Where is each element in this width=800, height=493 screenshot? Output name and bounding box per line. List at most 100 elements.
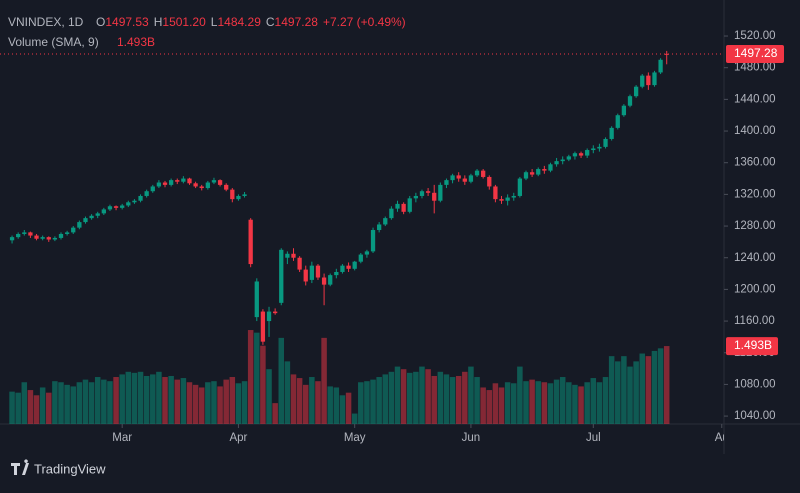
candle-body bbox=[291, 253, 296, 258]
volume-bar bbox=[192, 384, 199, 424]
volume-bar bbox=[266, 369, 272, 424]
candle-body bbox=[542, 169, 547, 171]
candle-body bbox=[438, 184, 443, 201]
candle-body bbox=[64, 232, 70, 234]
candle-body bbox=[523, 172, 529, 179]
volume-bar bbox=[633, 361, 639, 424]
volume-bar bbox=[566, 382, 572, 424]
volume-bar bbox=[174, 379, 181, 424]
volume-bar bbox=[321, 337, 327, 424]
candle-layer bbox=[9, 50, 669, 345]
volume-bar bbox=[345, 392, 352, 424]
volume-bar bbox=[235, 383, 242, 424]
volume-bar bbox=[9, 391, 15, 424]
candle-body bbox=[529, 172, 535, 175]
volume-bar bbox=[125, 371, 132, 424]
volume-bar bbox=[46, 392, 52, 424]
candle-body bbox=[181, 178, 186, 182]
candle-body bbox=[138, 195, 143, 201]
volume-value: 1.493B bbox=[117, 35, 155, 49]
y-tick-label: 1400.00 bbox=[734, 125, 776, 137]
volume-bar bbox=[254, 332, 260, 424]
y-tick-label: 1280.00 bbox=[734, 220, 776, 232]
candle-body bbox=[358, 254, 363, 262]
candle-body bbox=[187, 178, 192, 184]
volume-bar bbox=[651, 350, 658, 424]
volume-tag-label: 1.493B bbox=[734, 338, 772, 352]
brand: TradingView bbox=[34, 461, 106, 476]
candle-body bbox=[199, 186, 204, 189]
candle-body bbox=[517, 178, 523, 196]
volume-bar bbox=[21, 382, 28, 424]
volume-bar bbox=[559, 377, 566, 424]
volume-bar bbox=[278, 337, 285, 424]
volume-bar bbox=[223, 379, 229, 424]
volume-bar bbox=[351, 413, 358, 424]
candle-body bbox=[627, 96, 633, 106]
volume-bar bbox=[639, 353, 645, 424]
candle-body bbox=[432, 192, 437, 201]
candle-body bbox=[273, 311, 278, 314]
volume-title: Volume (SMA, 9) bbox=[8, 35, 99, 49]
candle-body bbox=[101, 209, 106, 214]
candle-body bbox=[401, 203, 406, 212]
volume-bar bbox=[553, 379, 560, 424]
symbol: VNINDEX, 1D bbox=[8, 15, 84, 29]
candle-body bbox=[34, 235, 39, 239]
ohlc-letter: C bbox=[266, 15, 275, 29]
candle-body bbox=[328, 275, 333, 285]
volume-bar bbox=[621, 356, 627, 424]
volume-bar bbox=[517, 366, 523, 424]
volume-bar bbox=[333, 387, 340, 424]
volume-bar bbox=[39, 387, 46, 424]
x-tick-label: Jul bbox=[586, 432, 601, 444]
candle-body bbox=[462, 178, 467, 182]
candle-body bbox=[499, 199, 504, 201]
volume-bar bbox=[137, 371, 144, 424]
volume-bar bbox=[480, 387, 486, 424]
ohlc-letter: H bbox=[154, 15, 163, 29]
candle-body bbox=[217, 180, 223, 185]
volume-bar bbox=[70, 386, 76, 424]
candle-body bbox=[474, 170, 480, 176]
volume-bar bbox=[535, 381, 541, 424]
candle-body bbox=[603, 138, 608, 147]
volume-bar bbox=[498, 387, 505, 424]
volume-layer bbox=[9, 330, 670, 424]
volume-bar bbox=[198, 387, 205, 424]
candle-body bbox=[46, 237, 51, 240]
candle-body bbox=[248, 219, 253, 265]
volume-bar bbox=[431, 375, 437, 424]
candle-body bbox=[425, 191, 431, 193]
volume-bar bbox=[113, 377, 119, 424]
volume-bar bbox=[241, 381, 248, 424]
volume-bar bbox=[590, 378, 597, 424]
volume-bar bbox=[131, 372, 138, 424]
volume-bar bbox=[419, 366, 425, 424]
volume-bar bbox=[315, 381, 321, 424]
volume-bar bbox=[400, 369, 407, 424]
candle-body bbox=[493, 186, 498, 200]
volume-bar bbox=[119, 374, 125, 424]
candle-body bbox=[150, 186, 155, 192]
volume-bar bbox=[168, 375, 174, 424]
candle-body bbox=[193, 183, 198, 187]
volume-bar bbox=[615, 361, 621, 424]
candle-body bbox=[254, 281, 259, 318]
candle-body bbox=[395, 203, 400, 209]
volume-bar bbox=[247, 330, 254, 424]
volume-bar bbox=[584, 382, 590, 424]
candle-body bbox=[633, 86, 639, 97]
axis-layer: 1040.001080.001120.001160.001200.001240.… bbox=[0, 30, 784, 422]
candle-body bbox=[346, 265, 351, 269]
volume-bar bbox=[645, 356, 652, 424]
candle-body bbox=[340, 265, 345, 272]
candle-body bbox=[260, 311, 266, 342]
volume-bar bbox=[156, 371, 162, 424]
ohlc-value: 1497.28 bbox=[275, 15, 319, 29]
ohlc-value: 1501.20 bbox=[162, 15, 206, 29]
candle-body bbox=[566, 156, 571, 160]
candle-body bbox=[89, 215, 94, 219]
volume-bar bbox=[382, 374, 389, 424]
legend: VNINDEX, 1D O1497.53 H1501.20 L1484.29 C149… bbox=[8, 15, 406, 49]
